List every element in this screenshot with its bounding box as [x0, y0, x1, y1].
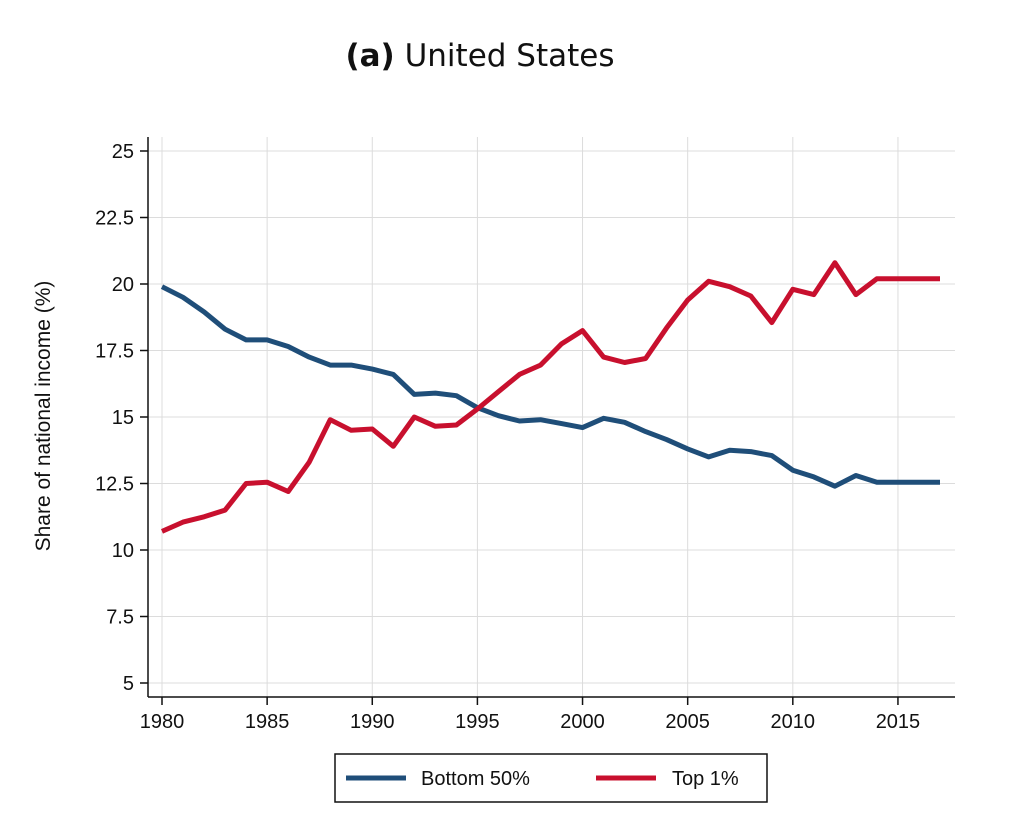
y-tick-label: 22.5: [95, 208, 134, 230]
chart-title-text: United States: [404, 38, 615, 74]
x-tick-label: 2000: [560, 711, 605, 733]
x-tick-label: 2015: [876, 711, 921, 733]
legend-label-top-1: Top 1%: [672, 768, 739, 790]
y-tick-label: 10: [112, 540, 134, 562]
axis-layer: 5 7.5 10 12.5 15 17.5 20 22.5 25 1980 1985 1990 1995…: [95, 137, 955, 733]
series-layer: [160, 260, 940, 534]
y-tick-label: 17.5: [95, 341, 134, 363]
y-tick-label: 7.5: [106, 607, 134, 629]
series-line-top-1: [160, 260, 940, 534]
legend-label-bottom-50: Bottom 50%: [421, 768, 530, 790]
grid-layer: [148, 137, 955, 697]
x-tick-label: 2010: [771, 711, 816, 733]
x-tick-label: 2005: [665, 711, 710, 733]
y-tick-label: 5: [123, 673, 134, 695]
y-tick-label: 25: [112, 141, 134, 163]
x-tick-label: 1995: [455, 711, 500, 733]
series-line-bottom-50: [160, 284, 940, 489]
x-tick-label: 1990: [350, 711, 395, 733]
chart-title-tag: (a): [345, 38, 395, 74]
y-tick-label: 15: [112, 407, 134, 429]
chart-title: (a) United States: [0, 38, 960, 74]
legend: Bottom 50% Top 1%: [334, 753, 768, 803]
y-tick-label: 20: [112, 274, 134, 296]
legend-box: [334, 753, 768, 803]
x-tick-label: 1985: [245, 711, 290, 733]
y-axis-title: Share of national income (%): [32, 281, 55, 552]
x-tick-label: 1980: [140, 711, 185, 733]
y-tick-label: 12.5: [95, 474, 134, 496]
